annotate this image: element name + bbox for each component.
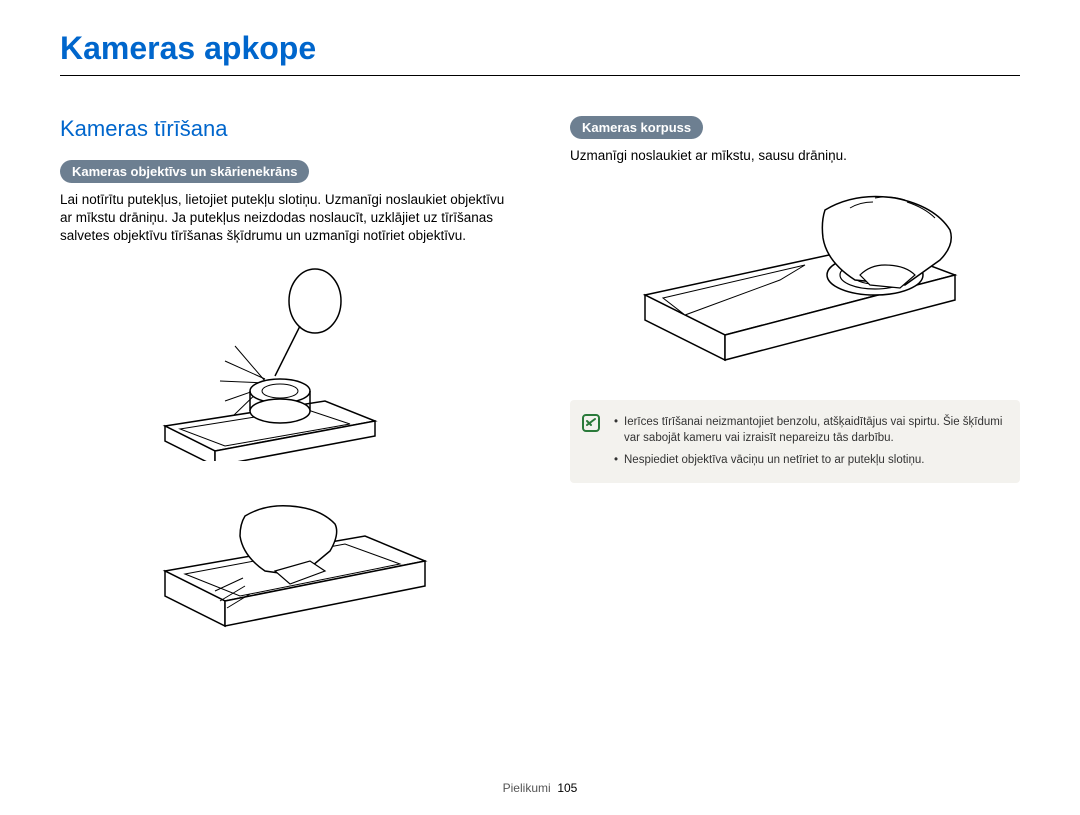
page-number: 105 bbox=[557, 781, 577, 795]
note-list: Ierīces tīrīšanai neizmantojiet benzolu,… bbox=[614, 414, 1004, 468]
right-column: Kameras korpuss Uzmanīgi noslaukiet ar m… bbox=[570, 116, 1020, 671]
note-box: Ierīces tīrīšanai neizmantojiet benzolu,… bbox=[570, 400, 1020, 482]
left-column: Kameras tīrīšana Kameras objektīvs un sk… bbox=[60, 116, 510, 671]
note-icon bbox=[582, 414, 600, 432]
lens-paragraph: Lai notīrītu putekļus, lietojiet putekļu… bbox=[60, 191, 510, 246]
body-paragraph: Uzmanīgi noslaukiet ar mīkstu, sausu drā… bbox=[570, 147, 1020, 165]
section-title: Kameras tīrīšana bbox=[60, 116, 510, 142]
content-columns: Kameras tīrīšana Kameras objektīvs un sk… bbox=[60, 116, 1020, 671]
note-item: Ierīces tīrīšanai neizmantojiet benzolu,… bbox=[614, 414, 1004, 446]
subsection-pill-lens: Kameras objektīvs un skārienekrāns bbox=[60, 160, 309, 183]
subsection-pill-body: Kameras korpuss bbox=[570, 116, 703, 139]
page-footer: Pielikumi 105 bbox=[0, 781, 1080, 795]
illustration-wipe-body bbox=[570, 180, 1020, 380]
footer-label: Pielikumi bbox=[503, 781, 551, 795]
illustration-blower bbox=[60, 261, 510, 461]
illustration-wipe-screen bbox=[60, 476, 510, 656]
page-title: Kameras apkope bbox=[60, 30, 1020, 76]
note-item: Nespiediet objektīva vāciņu un netīriet … bbox=[614, 452, 1004, 468]
